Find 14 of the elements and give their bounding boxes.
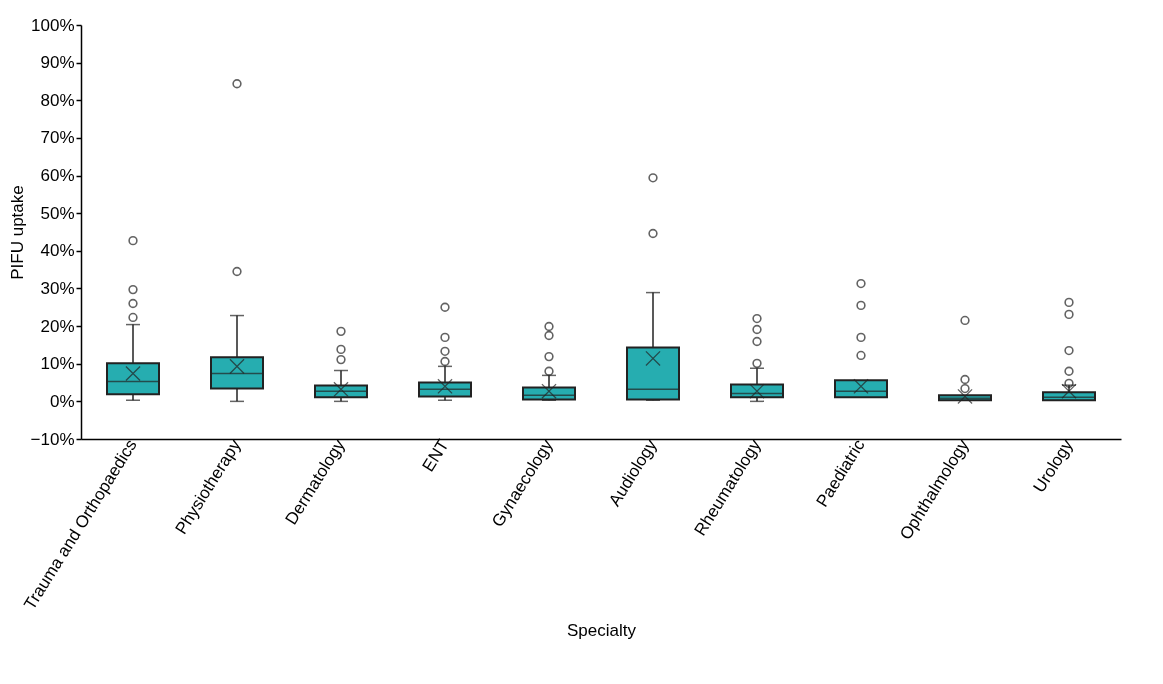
x-axis-title: Specialty: [567, 620, 637, 640]
y-tick-label: 60%: [40, 166, 75, 186]
y-axis-title: PIFU uptake: [7, 185, 27, 280]
y-tick-label: 10%: [40, 354, 75, 374]
y-tick-label: 40%: [40, 241, 75, 261]
y-tick-label: 50%: [40, 203, 75, 223]
y-tick-label: 30%: [40, 278, 75, 298]
y-tick-label: 0%: [49, 391, 75, 411]
y-tick-label: −10%: [30, 429, 75, 449]
y-tick-label: 70%: [40, 128, 75, 148]
y-tick-label: 80%: [40, 90, 75, 110]
y-tick-label: 100%: [31, 15, 75, 35]
y-tick-label: 20%: [40, 316, 75, 336]
y-tick-label: 90%: [40, 53, 75, 73]
